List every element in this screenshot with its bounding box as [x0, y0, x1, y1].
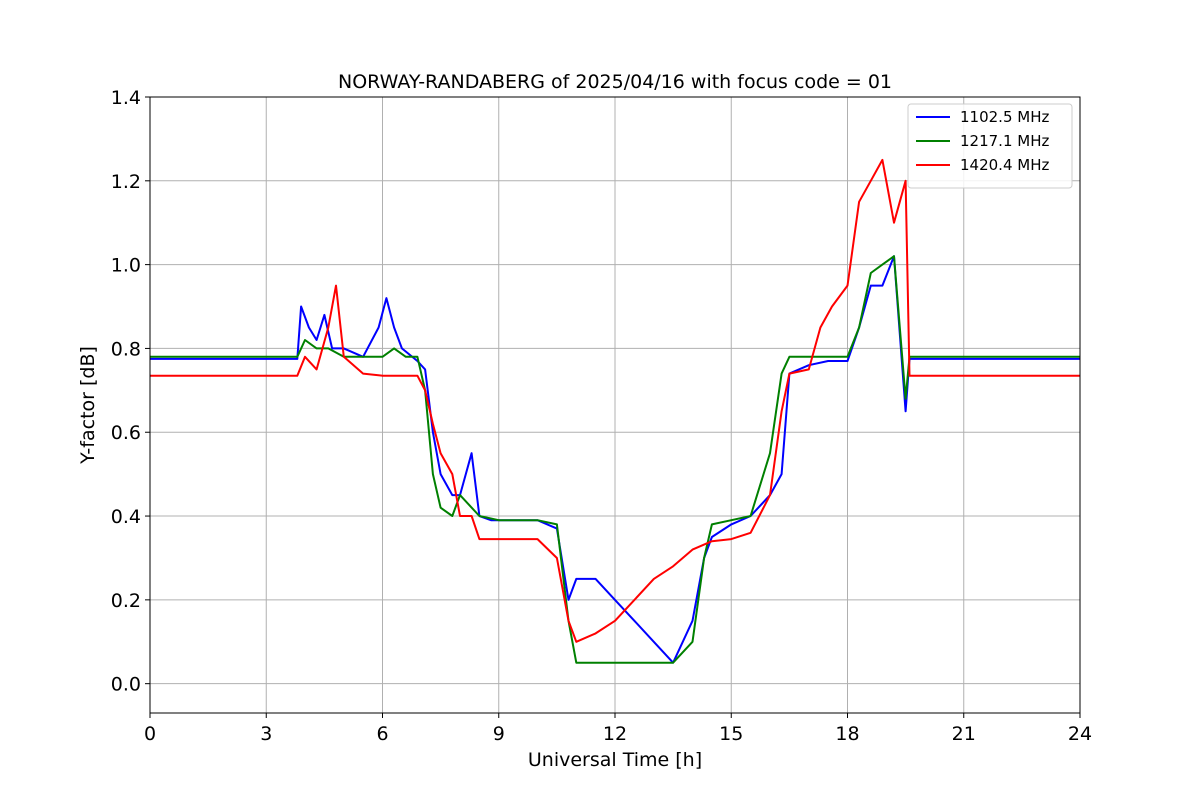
y-tick-label: 1.2	[111, 171, 141, 193]
legend-label: 1102.5 MHz	[960, 108, 1049, 126]
y-tick-label: 0.0	[111, 674, 141, 696]
x-tick-label: 21	[952, 723, 976, 745]
y-axis-title: Y-factor [dB]	[77, 346, 99, 465]
series-lines	[150, 158, 1080, 664]
x-tick-label: 9	[493, 723, 505, 745]
chart-title: NORWAY-RANDABERG of 2025/04/16 with focu…	[338, 71, 892, 93]
x-tick-label: 0	[144, 723, 156, 745]
series-line-2	[150, 255, 1080, 664]
y-tick-label: 0.6	[111, 422, 141, 444]
x-tick-label: 15	[719, 723, 743, 745]
legend-label: 1420.4 MHz	[960, 156, 1049, 174]
x-tick-label: 12	[603, 723, 627, 745]
y-tick-label: 0.4	[111, 506, 141, 528]
y-tick-label: 0.8	[111, 338, 141, 360]
legend-label: 1217.1 MHz	[960, 132, 1049, 150]
x-tick-label: 24	[1068, 723, 1092, 745]
x-axis-title: Universal Time [h]	[528, 749, 702, 771]
y-tick-label: 0.2	[111, 590, 141, 612]
legend-box	[907, 103, 1073, 189]
axis-ticks: 0 3 6 9 12 15 18 21 24 0.0 0.2 0.4 0.6 0.8 1.0 1.2 1.4	[111, 87, 1092, 745]
y-tick-label: 1.0	[111, 255, 141, 277]
x-tick-label: 6	[376, 723, 388, 745]
series-line-3	[150, 158, 1080, 643]
legend: 1102.5 MHz 1217.1 MHz 1420.4 MHz	[907, 103, 1073, 189]
x-tick-label: 18	[835, 723, 859, 745]
y-tick-label: 1.4	[111, 87, 141, 109]
x-tick-label: 3	[260, 723, 272, 745]
